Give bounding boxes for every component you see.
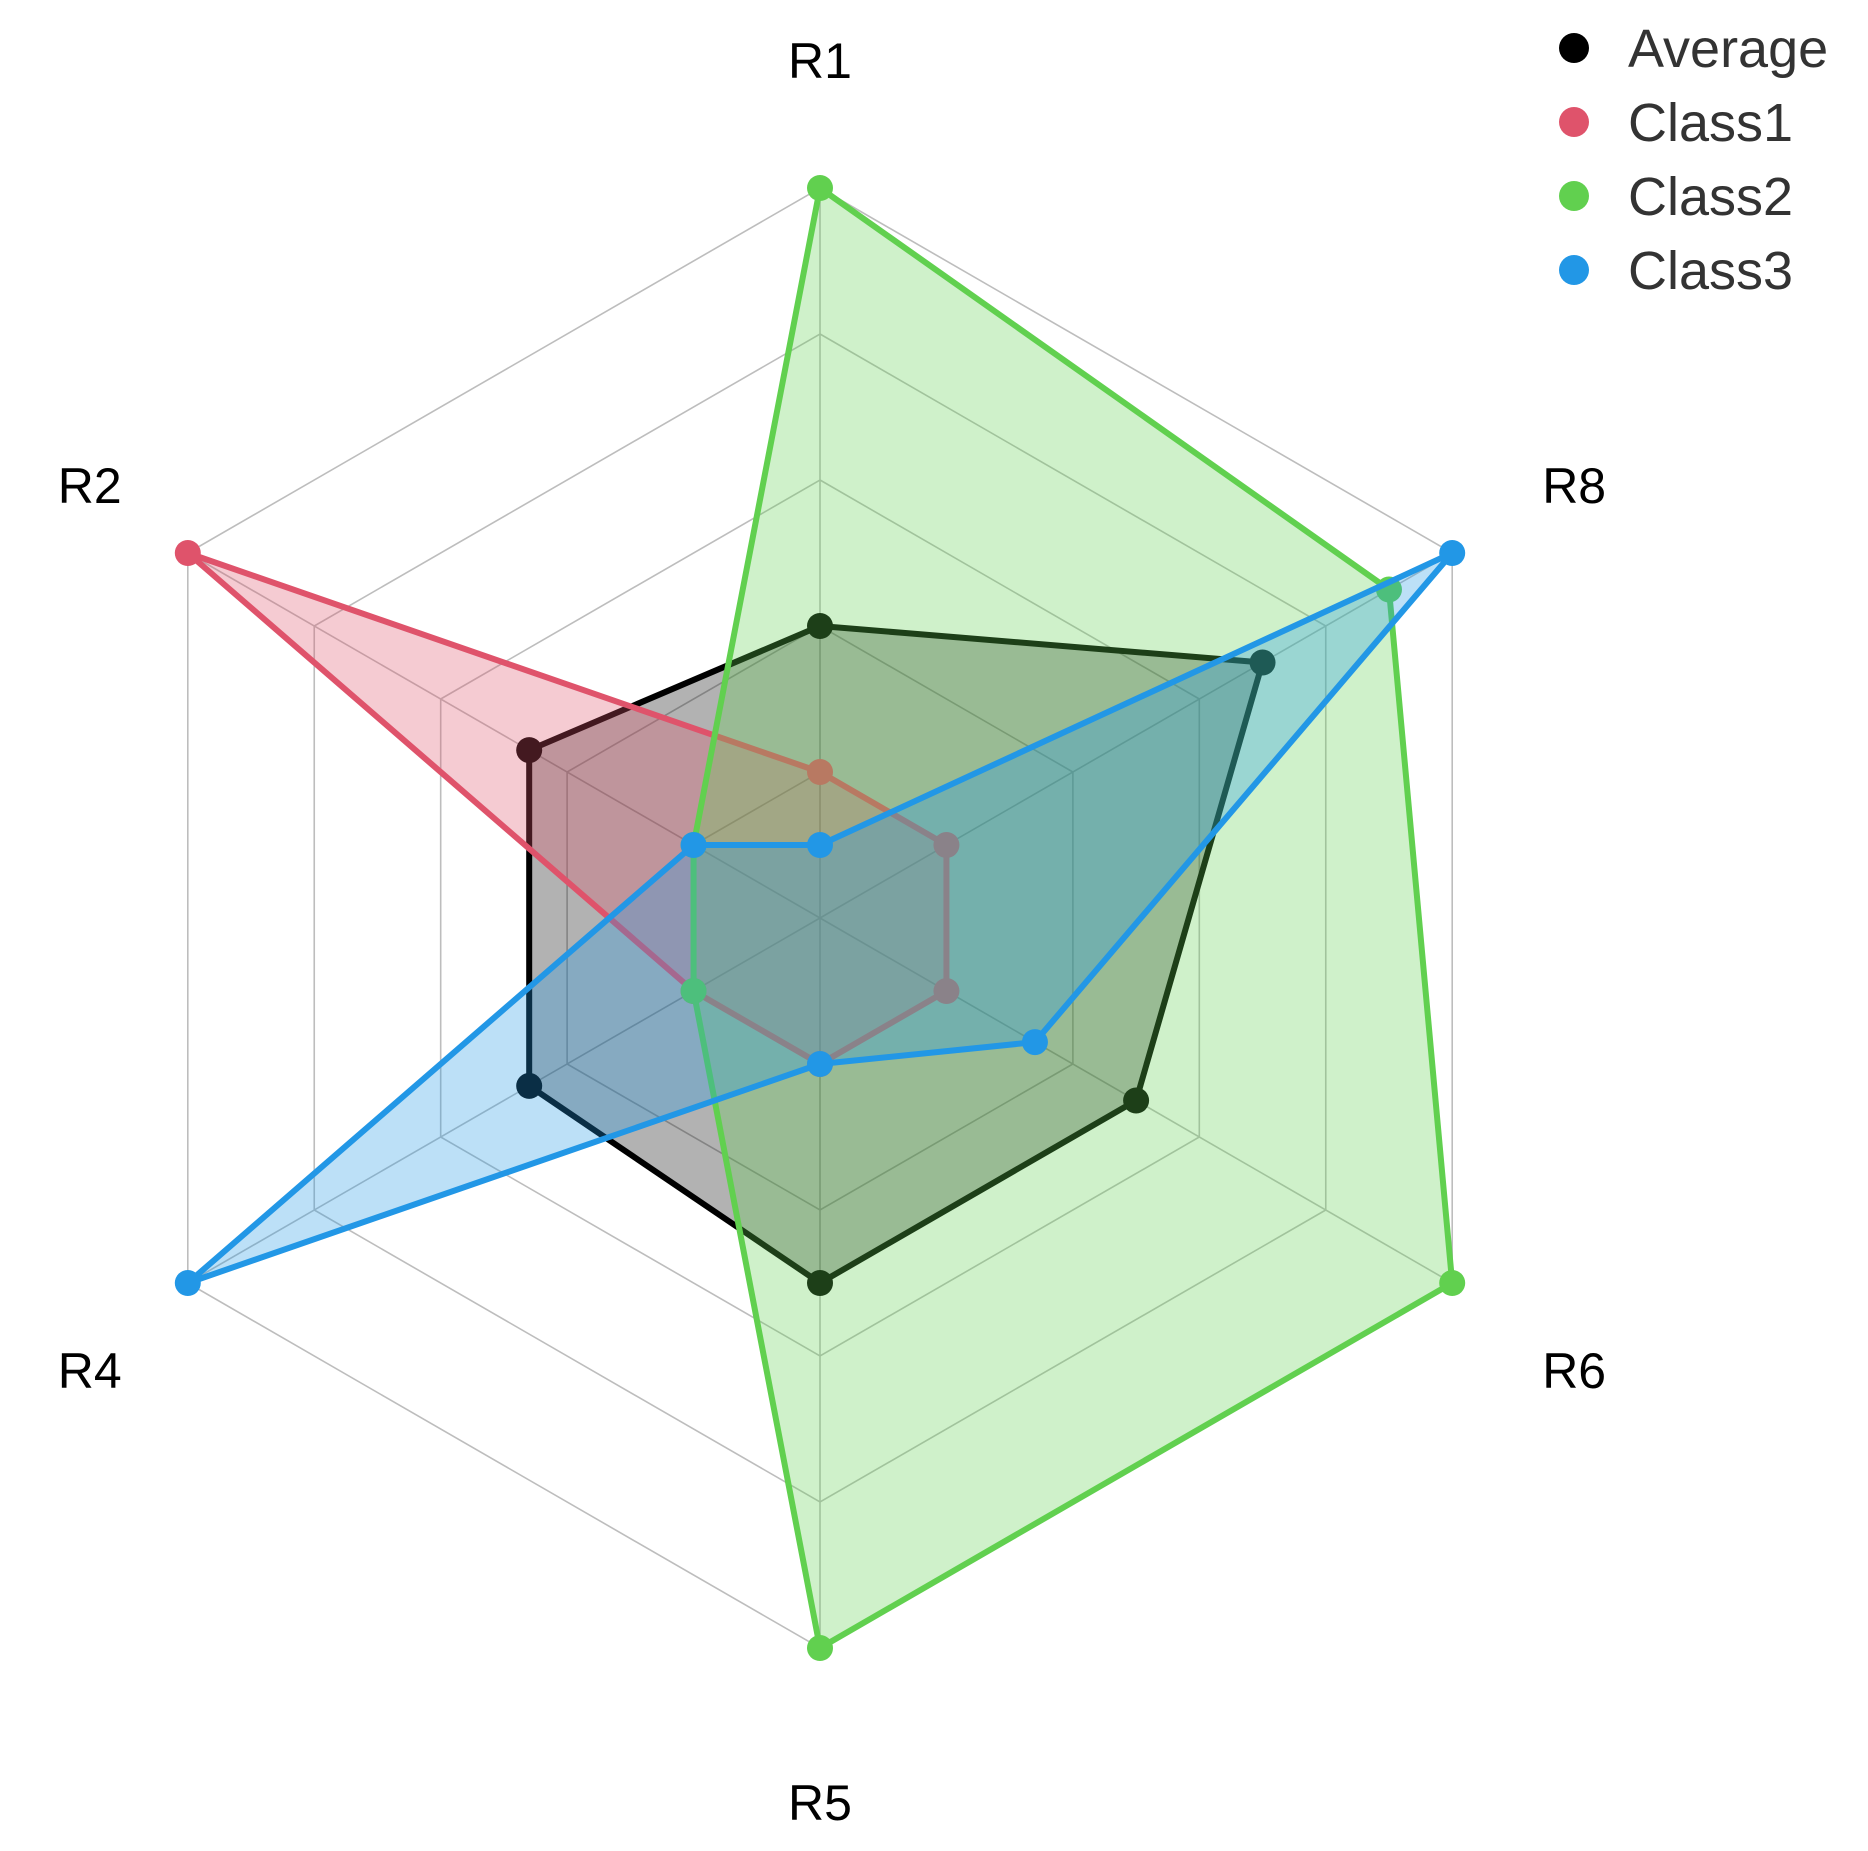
series-class3	[174, 540, 1466, 1296]
data-point	[1021, 1029, 1048, 1056]
legend-marker	[1559, 181, 1589, 211]
data-point	[1439, 540, 1466, 566]
radar-series	[174, 175, 1466, 1661]
data-point	[1249, 649, 1276, 676]
legend-marker	[1559, 33, 1589, 63]
axis-label: R2	[58, 458, 122, 514]
data-point	[807, 613, 833, 639]
grid-spoke	[187, 917, 821, 1284]
grid-spoke	[819, 552, 1453, 919]
data-point	[1439, 1270, 1466, 1296]
legend-label: Class3	[1628, 241, 1793, 301]
legend-marker	[1559, 107, 1589, 137]
series-average	[516, 613, 1276, 1296]
data-point	[680, 978, 707, 1004]
legend: Average Class1 Class2 Class3	[1559, 19, 1828, 301]
legend-label: Class2	[1628, 167, 1793, 227]
data-point	[807, 1051, 833, 1077]
axis-label: R4	[58, 1343, 122, 1399]
data-point	[516, 1072, 543, 1099]
axis-label: R8	[1542, 458, 1606, 514]
data-point	[1123, 1087, 1150, 1114]
legend-marker	[1559, 255, 1589, 285]
axis-label: R1	[788, 33, 852, 89]
axis-label: R6	[1542, 1343, 1606, 1399]
data-point	[807, 175, 833, 201]
grid-spoke	[187, 552, 821, 919]
data-point	[807, 759, 833, 785]
data-point	[174, 540, 201, 566]
data-point	[680, 832, 707, 858]
axis-labels: R1 R8 R6 R5 R4 R2	[58, 33, 1606, 1831]
data-point	[516, 737, 543, 764]
data-point	[807, 1635, 833, 1661]
data-point	[807, 832, 833, 858]
data-point	[807, 1270, 833, 1296]
data-point	[933, 832, 960, 858]
data-point	[933, 978, 960, 1004]
legend-label: Class1	[1628, 93, 1793, 153]
legend-label: Average	[1628, 19, 1828, 79]
axis-label: R5	[788, 1775, 852, 1831]
data-point	[174, 1270, 201, 1296]
